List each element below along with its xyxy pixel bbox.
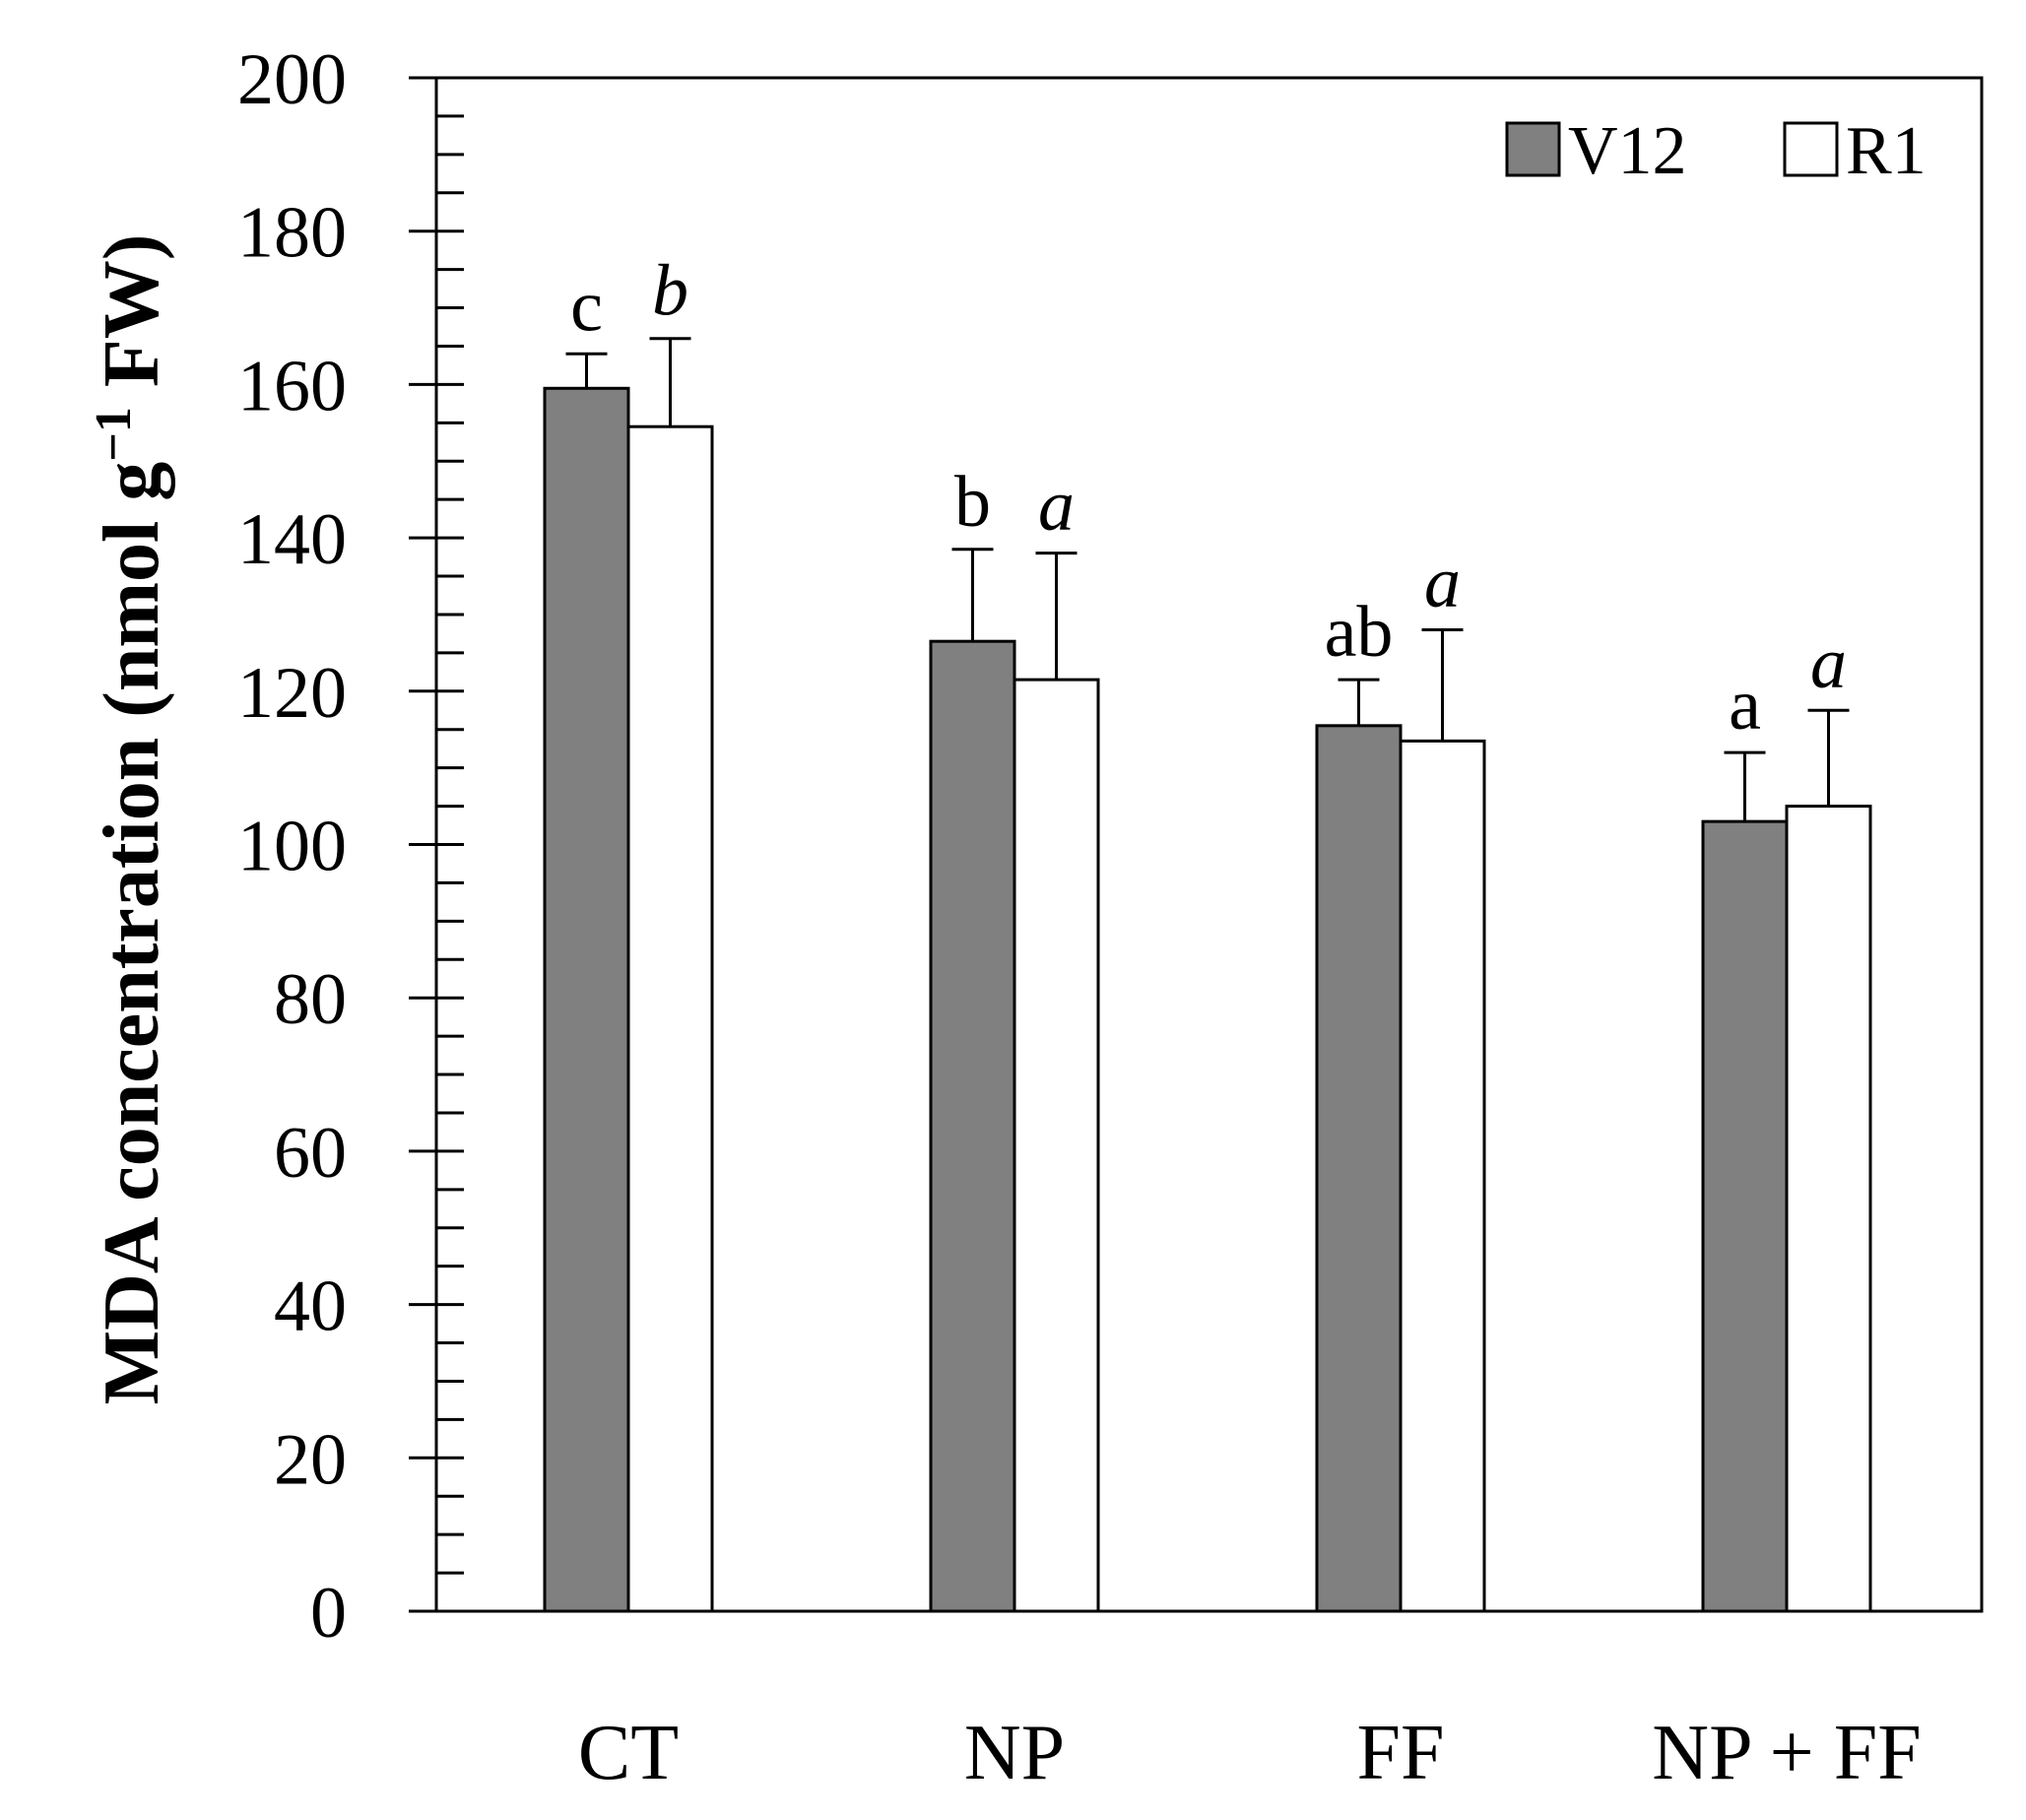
- legend-label-r1: R1: [1846, 113, 1927, 189]
- bar-r1-ff: [1399, 739, 1486, 1613]
- significance-letter: c: [570, 266, 603, 347]
- bar-v12-np-ff: [1701, 819, 1789, 1613]
- x-category-labels: CT NP FF NP + FF: [578, 1710, 1922, 1796]
- y-tick-label: 20: [274, 1419, 347, 1500]
- bar-r1-np: [1013, 678, 1100, 1613]
- bar-r1-ct: [626, 424, 714, 1613]
- bars: [543, 386, 1872, 1613]
- bar-v12-ff: [1315, 724, 1403, 1613]
- x-category-label: NP + FF: [1652, 1710, 1921, 1796]
- y-tick-label: 40: [274, 1267, 347, 1347]
- legend-swatch-r1: [1783, 121, 1839, 177]
- significance-letter: a: [1424, 543, 1461, 623]
- x-category-label: CT: [578, 1710, 679, 1796]
- y-tick-labels: 0 20 40 60 80 100 120 140 160 180 200: [237, 39, 347, 1654]
- significance-letter: b: [954, 462, 991, 543]
- y-tick-label: 60: [274, 1113, 347, 1194]
- significance-letter: b: [652, 251, 688, 332]
- bar-r1-np-ff: [1785, 805, 1872, 1613]
- y-axis-label-superscript: −1: [86, 407, 142, 462]
- legend: V12 R1: [1505, 113, 1927, 189]
- significance-letter: a: [1729, 665, 1761, 746]
- y-axis-label-suffix: FW): [89, 234, 175, 408]
- y-tick-label: 120: [237, 653, 347, 734]
- y-tick-label: 80: [274, 959, 347, 1040]
- y-tick-label: 160: [237, 346, 347, 426]
- error-bars: [565, 337, 1850, 822]
- y-tick-label: 100: [237, 807, 347, 887]
- x-category-label: FF: [1357, 1710, 1445, 1796]
- bar-v12-np: [929, 639, 1016, 1613]
- x-category-label: NP: [964, 1710, 1065, 1796]
- legend-label-v12: V12: [1568, 113, 1687, 189]
- y-tick-label: 200: [237, 39, 347, 120]
- y-axis-label: MDA concentration (nmol g−1 FW): [86, 234, 175, 1405]
- y-tick-label: 0: [310, 1573, 347, 1654]
- y-tick-label: 180: [237, 193, 347, 274]
- bar-v12-ct: [543, 386, 630, 1613]
- legend-swatch-v12: [1505, 121, 1561, 177]
- y-tick-label: 140: [237, 499, 347, 580]
- y-axis-ticks: [409, 76, 464, 1613]
- significance-letter: ab: [1325, 592, 1394, 673]
- significance-letter: a: [1810, 622, 1847, 703]
- significance-letter: a: [1038, 466, 1075, 547]
